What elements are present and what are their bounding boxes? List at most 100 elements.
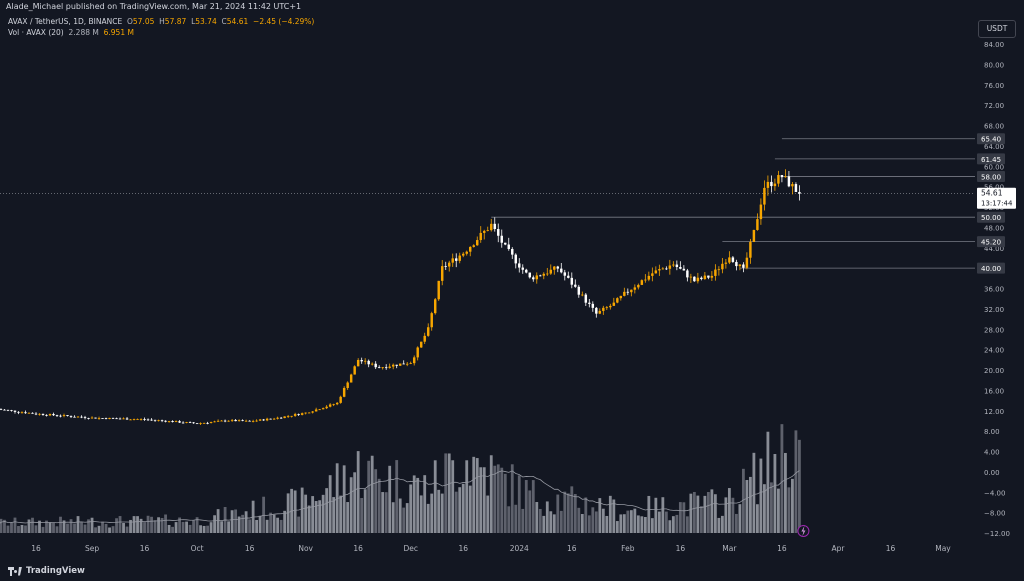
candle[interactable]: [157, 420, 160, 422]
candle[interactable]: [451, 258, 454, 263]
candle[interactable]: [293, 414, 297, 416]
candle[interactable]: [787, 176, 791, 187]
candle[interactable]: [560, 268, 563, 273]
candle[interactable]: [349, 374, 353, 383]
candle[interactable]: [518, 263, 521, 268]
candle[interactable]: [328, 404, 332, 407]
candle[interactable]: [556, 266, 560, 269]
candle[interactable]: [209, 422, 213, 424]
candle[interactable]: [605, 307, 609, 309]
candle[interactable]: [146, 419, 150, 421]
candle[interactable]: [448, 262, 451, 267]
candle[interactable]: [728, 257, 731, 263]
candle[interactable]: [563, 272, 567, 276]
candle[interactable]: [770, 181, 773, 187]
candle[interactable]: [27, 412, 31, 414]
candle[interactable]: [763, 187, 766, 205]
candle[interactable]: [430, 313, 433, 328]
candle[interactable]: [539, 275, 542, 277]
candle[interactable]: [223, 420, 227, 422]
candle[interactable]: [738, 264, 742, 267]
candle[interactable]: [591, 303, 595, 308]
candle[interactable]: [290, 415, 293, 417]
candle[interactable]: [577, 286, 581, 295]
candle[interactable]: [644, 279, 647, 281]
candle[interactable]: [553, 266, 556, 270]
candle[interactable]: [38, 413, 41, 415]
candle[interactable]: [465, 251, 468, 254]
candle[interactable]: [749, 241, 752, 258]
candle[interactable]: [94, 417, 97, 419]
candle[interactable]: [108, 417, 111, 419]
candle[interactable]: [181, 422, 185, 424]
candle[interactable]: [251, 421, 255, 422]
candle[interactable]: [185, 422, 188, 423]
candle[interactable]: [272, 418, 276, 420]
candle[interactable]: [497, 229, 500, 236]
candle[interactable]: [612, 302, 616, 306]
candle[interactable]: [6, 409, 10, 411]
candle[interactable]: [402, 363, 405, 365]
candle[interactable]: [773, 183, 777, 187]
candle[interactable]: [654, 270, 658, 274]
candle[interactable]: [283, 416, 286, 419]
candle[interactable]: [234, 419, 237, 422]
symbol-title[interactable]: AVAX / TetherUS, 1D, BINANCE: [8, 17, 123, 26]
candle[interactable]: [360, 360, 363, 362]
candle[interactable]: [500, 235, 503, 243]
candle[interactable]: [542, 273, 546, 276]
candle[interactable]: [118, 418, 122, 420]
candle[interactable]: [651, 273, 654, 276]
candle[interactable]: [188, 422, 192, 423]
candle[interactable]: [476, 240, 479, 246]
candle[interactable]: [115, 418, 118, 420]
candle[interactable]: [59, 415, 62, 417]
candle[interactable]: [220, 420, 223, 422]
candle[interactable]: [90, 417, 94, 419]
candle[interactable]: [707, 275, 710, 278]
candle[interactable]: [55, 415, 59, 416]
candle[interactable]: [367, 360, 370, 365]
candle[interactable]: [416, 347, 419, 358]
candle[interactable]: [265, 418, 269, 421]
candle[interactable]: [437, 280, 440, 300]
candle[interactable]: [640, 280, 644, 285]
candle[interactable]: [616, 298, 619, 303]
candle[interactable]: [661, 268, 665, 270]
candle[interactable]: [374, 363, 377, 368]
candle[interactable]: [339, 396, 342, 403]
candle[interactable]: [34, 413, 38, 415]
candle[interactable]: [570, 277, 574, 285]
candle[interactable]: [391, 364, 395, 367]
candle[interactable]: [363, 360, 367, 362]
candle[interactable]: [143, 419, 146, 420]
candle[interactable]: [745, 257, 749, 268]
candle[interactable]: [125, 418, 129, 420]
candle[interactable]: [346, 382, 349, 388]
candle[interactable]: [703, 275, 707, 280]
candle[interactable]: [623, 291, 626, 296]
candle[interactable]: [658, 269, 661, 271]
candle[interactable]: [325, 406, 328, 409]
candle[interactable]: [493, 223, 496, 230]
candle[interactable]: [13, 410, 17, 412]
candle[interactable]: [472, 245, 475, 247]
candle[interactable]: [87, 417, 90, 419]
candle[interactable]: [532, 277, 535, 280]
candle[interactable]: [672, 264, 675, 266]
candle[interactable]: [780, 175, 784, 178]
candle[interactable]: [682, 268, 686, 271]
candle[interactable]: [626, 291, 630, 293]
candle[interactable]: [101, 418, 104, 419]
candle[interactable]: [581, 294, 584, 296]
candle[interactable]: [633, 287, 637, 290]
candle[interactable]: [742, 264, 745, 268]
candle[interactable]: [693, 276, 696, 282]
candle[interactable]: [514, 254, 517, 264]
candle[interactable]: [668, 265, 672, 269]
candle[interactable]: [458, 255, 461, 261]
candle[interactable]: [689, 276, 693, 278]
candle[interactable]: [314, 409, 318, 412]
candle[interactable]: [794, 184, 798, 192]
candle[interactable]: [440, 266, 444, 281]
